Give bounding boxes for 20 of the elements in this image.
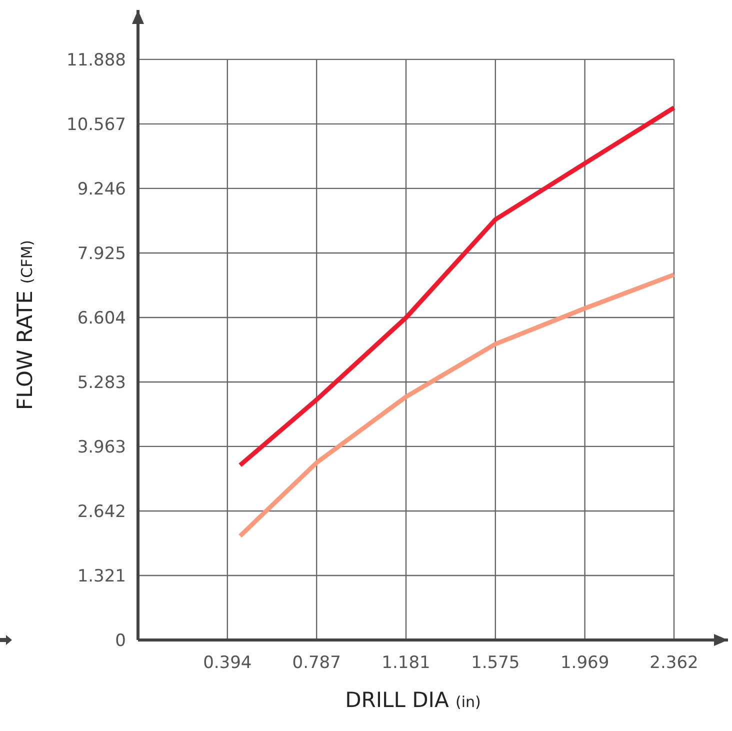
y-tick-label: 1.321: [77, 566, 126, 587]
x-tick-label: 2.362: [650, 653, 698, 674]
y-tick-label: 10.567: [66, 114, 126, 135]
y-tick-label: 3.963: [77, 437, 126, 458]
line-series: [238, 272, 676, 538]
x-tick-label: 0.787: [292, 653, 341, 674]
line-series: [238, 105, 676, 468]
y-tick-label: 11.888: [66, 50, 126, 70]
y-tick-label: 7.925: [77, 244, 126, 264]
x-tick-label: 0.394: [203, 653, 252, 674]
y-tick-label: 6.604: [77, 308, 126, 329]
x-tick-label: 1.181: [382, 653, 430, 674]
y-tick-label: 0: [115, 631, 126, 652]
x-tick-label: 1.575: [471, 653, 520, 674]
y-tick-label: 2.642: [77, 502, 126, 522]
y-tick-label: 9.246: [77, 179, 126, 200]
y-axis-title: FLOW RATE (CFM): [13, 240, 37, 410]
x-tick-label: 1.969: [560, 653, 610, 674]
y-tick-label: 5.283: [77, 373, 126, 394]
x-axis-title: DRILL DIA (in): [345, 688, 481, 712]
